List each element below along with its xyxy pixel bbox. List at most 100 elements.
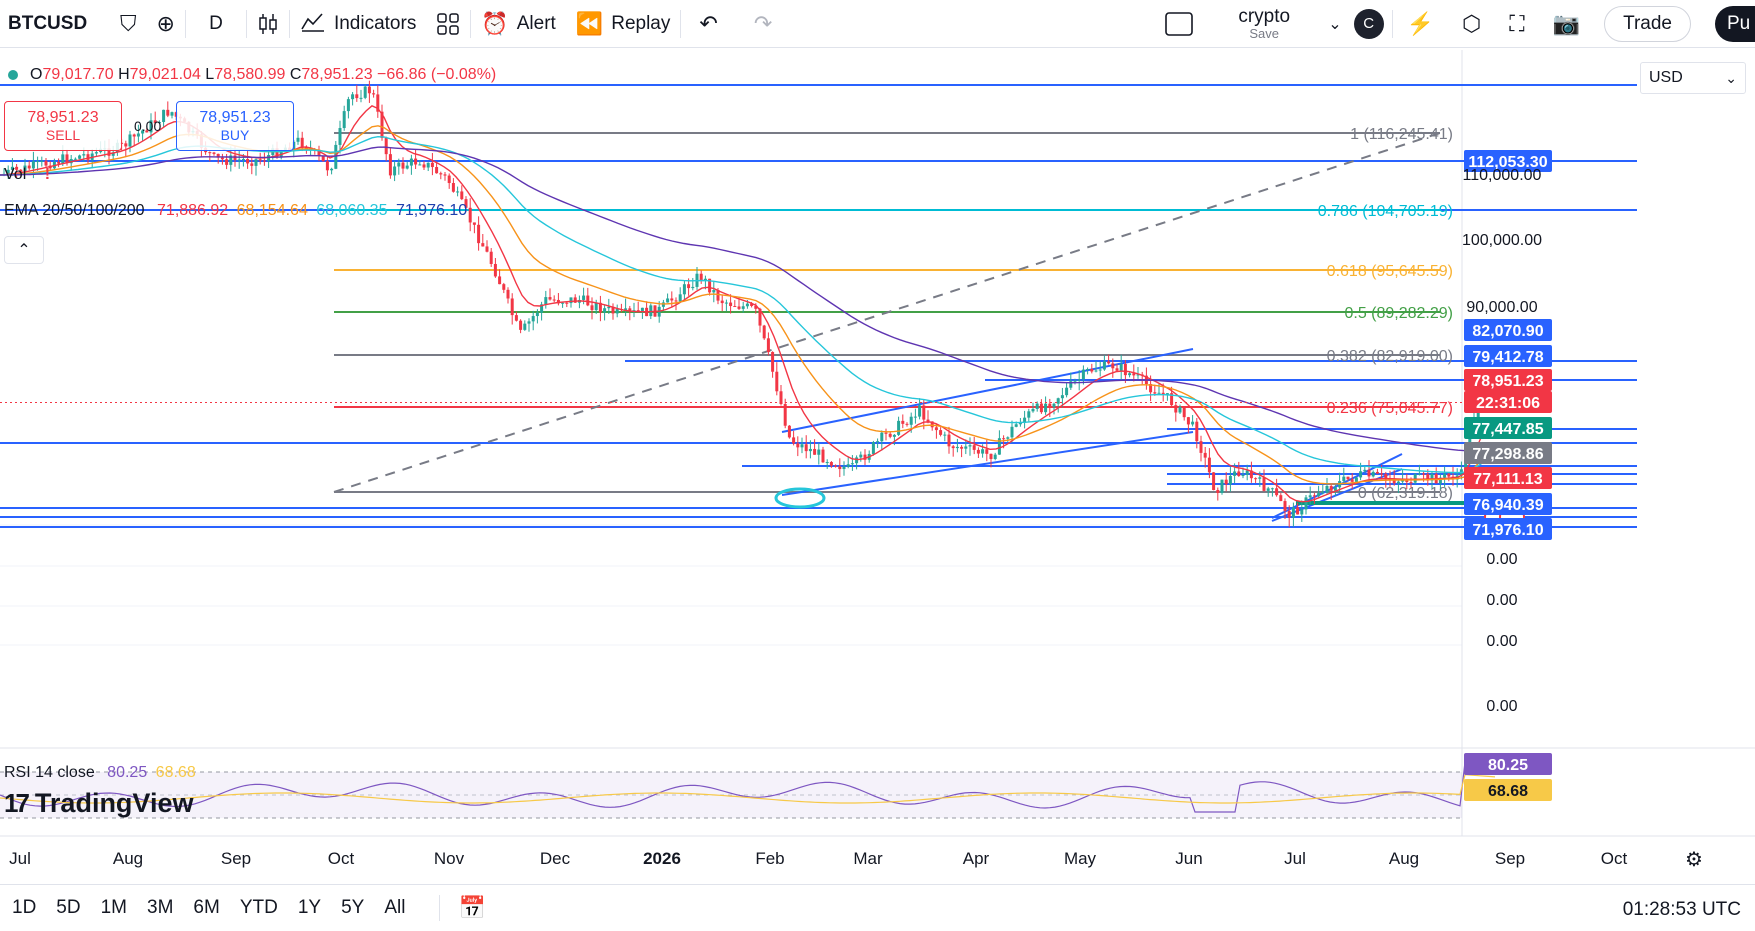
candle-body	[741, 306, 745, 309]
candle-body	[1443, 473, 1447, 478]
candle-body	[57, 161, 61, 164]
range-button-1m[interactable]: 1M	[100, 897, 127, 918]
add-symbol-icon[interactable]: ⊕	[156, 10, 175, 36]
candle-body	[1409, 482, 1413, 484]
rsi-ma-value: 68.68	[155, 764, 196, 781]
fib-level-label: 0 (62,319.18)	[1358, 485, 1453, 502]
range-button-5y[interactable]: 5Y	[341, 897, 365, 918]
candle-body	[842, 466, 846, 470]
calendar-icon[interactable]: 📅	[439, 895, 486, 921]
price-scale-badge	[1464, 442, 1552, 464]
candle-body	[913, 416, 917, 418]
candle-body	[909, 416, 913, 425]
candle-body	[485, 246, 489, 252]
alert-button[interactable]: ⏰ Alert	[471, 0, 565, 48]
undo-icon[interactable]: ↶	[699, 10, 718, 36]
currency-select[interactable]: USD ⌄	[1640, 62, 1746, 94]
candle-body	[636, 310, 640, 312]
candle-body	[813, 448, 817, 455]
templates-icon[interactable]	[426, 0, 470, 48]
candle-body	[787, 425, 791, 438]
candle-body	[19, 169, 23, 172]
open-value: 79,017.70	[42, 66, 114, 83]
layout-icon[interactable]	[1154, 0, 1204, 48]
interval-button[interactable]: D	[209, 12, 223, 34]
candle-body	[397, 162, 401, 167]
candle-body	[107, 148, 111, 156]
candle-body	[1375, 471, 1379, 474]
fullscreen-icon[interactable]: ⛶	[1509, 10, 1525, 36]
candle-body	[1212, 472, 1216, 490]
candle-body	[418, 164, 422, 166]
candle-body	[993, 454, 997, 460]
rsi-legend[interactable]: RSI 14 close 80.25 68.68	[4, 764, 196, 782]
candle-body	[229, 155, 233, 165]
candle-body	[94, 152, 98, 154]
ema-legend[interactable]: EMA 20/50/100/200 71,886.92 68,154.64 68…	[4, 202, 467, 220]
range-button-3m[interactable]: 3M	[147, 897, 174, 918]
candle-body	[300, 137, 304, 148]
candle-body	[1438, 477, 1442, 484]
candle-body	[729, 302, 733, 307]
range-button-1d[interactable]: 1D	[12, 897, 37, 918]
replay-button[interactable]: ⏪ Replay	[566, 0, 681, 48]
candle-body	[351, 94, 355, 100]
candle-body	[1174, 405, 1178, 413]
candle-body	[1115, 368, 1119, 371]
camera-icon[interactable]: 📷	[1552, 10, 1581, 36]
toolbar-divider	[470, 9, 472, 38]
candle-body	[800, 444, 804, 448]
candle-body	[766, 338, 770, 353]
buy-button[interactable]: 78,951.23 BUY	[176, 101, 294, 151]
layout-name-button[interactable]: crypto Save	[1204, 0, 1324, 48]
chevron-up-icon: ⌃	[17, 242, 31, 259]
sell-button[interactable]: 78,951.23 SELL	[4, 101, 122, 151]
candles-icon[interactable]	[247, 0, 289, 48]
candle-body	[691, 286, 695, 289]
candle-body	[1098, 369, 1102, 371]
price-scale-badge	[1464, 518, 1552, 540]
layout-name: crypto	[1238, 5, 1291, 27]
avatar[interactable]: C	[1353, 8, 1384, 39]
quick-search-icon[interactable]: ⚡	[1406, 10, 1435, 36]
volume-legend[interactable]: Vol !	[4, 166, 50, 184]
candle-body	[1296, 507, 1300, 515]
range-button-all[interactable]: All	[384, 897, 406, 918]
utc-clock[interactable]: 01:28:53 UTC	[1622, 899, 1741, 920]
candle-body	[960, 446, 964, 449]
indicators-button[interactable]: Indicators	[290, 0, 426, 48]
candle-body	[548, 297, 552, 300]
low-label: L	[205, 66, 215, 83]
avatar-wrap[interactable]: C	[1346, 0, 1392, 48]
candle-body	[838, 466, 842, 470]
range-button-1y[interactable]: 1Y	[297, 897, 322, 918]
chevron-down-icon[interactable]: ⌄	[1328, 15, 1342, 33]
candle-body	[565, 302, 569, 304]
redo-icon[interactable]: ↷	[753, 10, 773, 36]
favorite-icon[interactable]: ⛉	[120, 10, 137, 36]
candle-body	[951, 446, 955, 449]
candle-body	[943, 434, 947, 436]
publish-button[interactable]: Pu	[1715, 6, 1755, 42]
candle-body	[1258, 477, 1262, 479]
collapse-legend-button[interactable]: ⌃	[4, 236, 44, 264]
candle-body	[1006, 437, 1010, 439]
settings-icon[interactable]: ⬡	[1462, 10, 1482, 36]
candle-body	[254, 159, 258, 166]
candle-body	[1039, 403, 1043, 413]
candle-body	[1430, 473, 1434, 481]
candle-body	[703, 278, 707, 281]
range-button-5d[interactable]: 5D	[56, 897, 81, 918]
candle-body	[1321, 492, 1325, 494]
symbol-search[interactable]: BTCUSD	[8, 12, 88, 34]
candle-body	[724, 302, 728, 304]
candle-body	[976, 449, 980, 454]
range-button-ytd[interactable]: YTD	[239, 897, 278, 918]
candle-body	[1245, 470, 1249, 475]
trade-button[interactable]: Trade	[1604, 5, 1691, 42]
candle-body	[1077, 379, 1081, 381]
candle-body	[241, 158, 245, 160]
candle-body	[502, 284, 506, 290]
range-button-6m[interactable]: 6M	[193, 897, 220, 918]
chart-canvas[interactable]: 1 (116,245.41) 0.786 (104,705.19) 0.618 (9…	[0, 50, 1755, 880]
